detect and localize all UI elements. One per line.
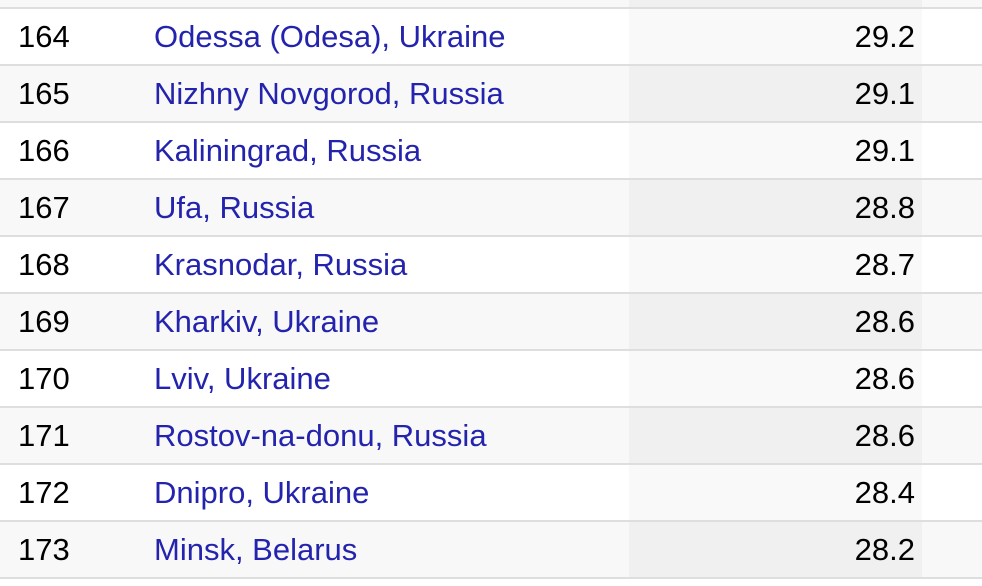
extra-cell: [922, 9, 982, 64]
table-row: 165 Nizhny Novgorod, Russia 29.1: [0, 66, 982, 123]
value-cell: 28.6: [629, 294, 922, 349]
city-link[interactable]: Lviv, Ukraine: [154, 360, 331, 396]
extra-cell: [922, 522, 982, 577]
value-cell: 29.1: [629, 123, 922, 178]
city-cell: [140, 0, 629, 7]
city-cell: Odessa (Odesa), Ukraine: [140, 9, 629, 64]
extra-cell: [922, 180, 982, 235]
city-link[interactable]: Odessa (Odesa), Ukraine: [154, 18, 506, 54]
city-link[interactable]: Dnipro, Ukraine: [154, 474, 370, 510]
rank-cell: 171: [18, 417, 70, 453]
table-row: 167 Ufa, Russia 28.8: [0, 180, 982, 237]
value-cell: 28.6: [629, 351, 922, 406]
rank-cell: 165: [18, 75, 70, 111]
extra-cell: [922, 237, 982, 292]
city-cell: Dnipro, Ukraine: [140, 465, 629, 520]
table-row: 173 Minsk, Belarus 28.2: [0, 522, 982, 579]
table-row: 172 Dnipro, Ukraine 28.4: [0, 465, 982, 522]
value-cell: [629, 0, 922, 7]
value-cell: 29.1: [629, 66, 922, 121]
city-cell: Lviv, Ukraine: [140, 351, 629, 406]
city-link[interactable]: Krasnodar, Russia: [154, 246, 408, 282]
rank-cell: 172: [18, 474, 70, 510]
city-cell: Ufa, Russia: [140, 180, 629, 235]
value-cell: 28.8: [629, 180, 922, 235]
value-cell: 28.4: [629, 465, 922, 520]
rank-cell: 169: [18, 303, 70, 339]
rank-cell: 170: [18, 360, 70, 396]
value-cell: 29.2: [629, 9, 922, 64]
city-cell: Kharkiv, Ukraine: [140, 294, 629, 349]
extra-cell: [922, 123, 982, 178]
rank-cell: 166: [18, 132, 70, 168]
city-link[interactable]: Nizhny Novgorod, Russia: [154, 75, 504, 111]
city-cell: Kaliningrad, Russia: [140, 123, 629, 178]
extra-cell: [922, 294, 982, 349]
rank-cell: 164: [18, 18, 70, 54]
city-cell: Minsk, Belarus: [140, 522, 629, 577]
city-link[interactable]: Kaliningrad, Russia: [154, 132, 422, 168]
city-cell: Nizhny Novgorod, Russia: [140, 66, 629, 121]
table-row: 171 Rostov-na-donu, Russia 28.6: [0, 408, 982, 465]
extra-cell: [922, 465, 982, 520]
table-row: 169 Kharkiv, Ukraine 28.6: [0, 294, 982, 351]
table-row: 166 Kaliningrad, Russia 29.1: [0, 123, 982, 180]
rank-cell: 168: [18, 246, 70, 282]
extra-cell: [922, 351, 982, 406]
table-row: 164 Odessa (Odesa), Ukraine 29.2: [0, 9, 982, 66]
city-link[interactable]: Rostov-na-donu, Russia: [154, 417, 487, 453]
city-cell: Krasnodar, Russia: [140, 237, 629, 292]
table-row: 170 Lviv, Ukraine 28.6: [0, 351, 982, 408]
value-cell: 28.7: [629, 237, 922, 292]
extra-cell: [922, 0, 982, 7]
extra-cell: [922, 408, 982, 463]
extra-cell: [922, 66, 982, 121]
city-cell: Rostov-na-donu, Russia: [140, 408, 629, 463]
table-row-partial: [0, 0, 982, 9]
value-cell: 28.6: [629, 408, 922, 463]
rank-cell: 167: [18, 189, 70, 225]
rank-cell: 173: [18, 531, 70, 567]
city-link[interactable]: Kharkiv, Ukraine: [154, 303, 380, 339]
rank-cell: [0, 0, 140, 7]
city-link[interactable]: Ufa, Russia: [154, 189, 315, 225]
city-link[interactable]: Minsk, Belarus: [154, 531, 358, 567]
value-cell: 28.2: [629, 522, 922, 577]
table-row: 168 Krasnodar, Russia 28.7: [0, 237, 982, 294]
